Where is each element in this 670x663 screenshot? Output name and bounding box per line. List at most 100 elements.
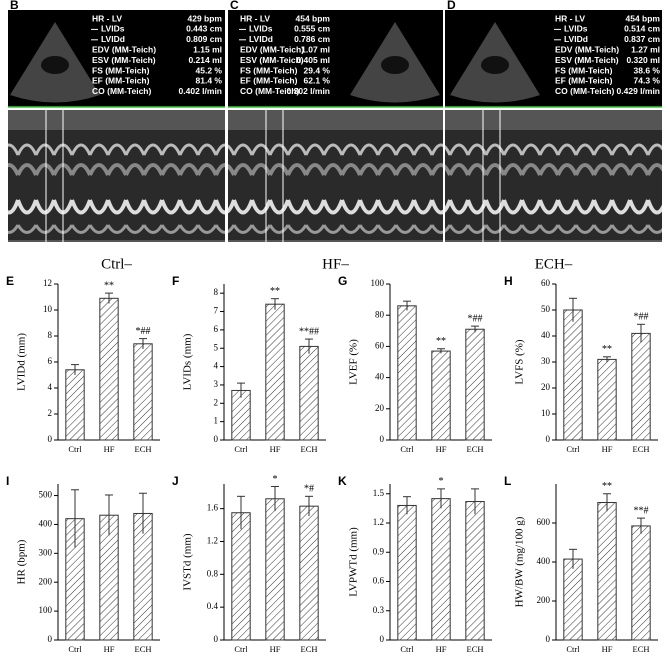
readout-name: LVIDs xyxy=(249,24,273,34)
readout-name: EDV (MM-Teich) xyxy=(555,44,619,54)
y-tick-label: 2 xyxy=(48,408,53,418)
readout-name: FS (MM-Teich) xyxy=(240,65,298,75)
echo-caption: Ctrl– xyxy=(101,256,132,272)
significance-label: * xyxy=(439,476,444,487)
readout-name: HR - LV xyxy=(240,13,270,23)
y-axis-label: LVEF (%) xyxy=(348,339,360,385)
y-tick-label: 1 xyxy=(214,416,219,426)
x-tick-label: ECH xyxy=(633,644,650,654)
readout-value: 1.15 ml xyxy=(193,44,222,54)
m-mode-image xyxy=(8,110,225,242)
panel-label: I xyxy=(6,474,9,488)
y-tick-label: 0.3 xyxy=(373,605,385,615)
y-axis-label: HW/BW (mg/100 g) xyxy=(514,516,526,607)
significance-label: ** xyxy=(602,481,612,492)
x-tick-label: ECH xyxy=(467,444,484,454)
m-mode-image xyxy=(445,110,662,242)
x-tick-label: Ctrl xyxy=(234,644,248,654)
bar xyxy=(231,389,251,441)
y-tick-label: 1.6 xyxy=(207,503,219,513)
y-tick-label: 0.4 xyxy=(207,601,219,611)
x-tick-label: Ctrl xyxy=(68,644,82,654)
readout-name: FS (MM-Teich) xyxy=(92,65,150,75)
y-axis-label: LVIDd (mm) xyxy=(16,333,28,391)
panel-label: J xyxy=(172,474,179,488)
y-tick-label: 8 xyxy=(214,287,219,297)
bar xyxy=(465,328,485,441)
y-tick-label: 80 xyxy=(375,309,385,319)
echo-chamber xyxy=(381,56,409,74)
x-tick-label: ECH xyxy=(135,644,152,654)
y-tick-label: 0.9 xyxy=(373,546,385,556)
readout-name: EF (MM-Teich) xyxy=(555,76,613,86)
y-tick-label: 3 xyxy=(214,379,219,389)
x-tick-label: HF xyxy=(436,644,447,654)
bar xyxy=(65,369,85,441)
readout-value: 62.1 % xyxy=(304,76,331,86)
readout-name: LVIDs xyxy=(564,24,588,34)
y-tick-label: 100 xyxy=(39,605,53,615)
y-tick-label: 500 xyxy=(39,490,53,500)
bar xyxy=(99,297,119,441)
bar xyxy=(563,309,583,441)
panel-label: H xyxy=(504,274,513,288)
y-tick-label: 40 xyxy=(541,330,551,340)
readout-value: 0.405 ml xyxy=(296,55,330,65)
readout-value: 0.320 ml xyxy=(626,55,660,65)
bar xyxy=(265,498,285,641)
readout-value: 454 bpm xyxy=(296,13,331,23)
y-tick-label: 0 xyxy=(214,434,219,444)
echo-chamber xyxy=(481,56,509,74)
readout-value: 81.4 % xyxy=(196,76,223,86)
y-tick-label: 1.2 xyxy=(373,517,384,527)
x-tick-label: Ctrl xyxy=(234,444,248,454)
readout-name: LVIDd xyxy=(564,34,588,44)
y-tick-label: 12 xyxy=(43,278,52,288)
y-tick-label: 0 xyxy=(380,434,385,444)
x-tick-label: HF xyxy=(602,444,613,454)
readout-name: ESV (MM-Teich) xyxy=(92,55,156,65)
y-axis-label: LVIDs (mm) xyxy=(182,333,194,390)
significance-label: *## xyxy=(468,313,483,324)
y-tick-label: 10 xyxy=(43,304,53,314)
bar xyxy=(397,305,417,441)
y-tick-label: 600 xyxy=(537,517,551,527)
readout-value: 1.27 ml xyxy=(631,44,660,54)
x-tick-label: Ctrl xyxy=(400,444,414,454)
y-tick-label: 6 xyxy=(214,324,219,334)
y-axis-label: LVFS (%) xyxy=(514,339,526,384)
bar xyxy=(563,558,583,641)
y-tick-label: 60 xyxy=(375,340,385,350)
y-tick-label: 40 xyxy=(375,372,385,382)
bar xyxy=(299,345,319,441)
readout-name: ESV (MM-Teich) xyxy=(555,55,619,65)
y-tick-label: 0 xyxy=(380,634,385,644)
y-tick-label: 300 xyxy=(39,547,53,557)
y-tick-label: 30 xyxy=(541,356,551,366)
y-tick-label: 1.5 xyxy=(373,488,385,498)
y-tick-label: 200 xyxy=(537,595,551,605)
y-tick-label: 20 xyxy=(541,382,551,392)
panel-label: E xyxy=(6,274,14,288)
bar xyxy=(631,332,651,441)
bar xyxy=(431,498,451,641)
readout-value: 45.2 % xyxy=(196,65,223,75)
x-tick-label: ECH xyxy=(301,444,318,454)
readout-value: 0.514 cm xyxy=(624,24,660,34)
echo-caption: HF– xyxy=(322,256,349,272)
y-tick-label: 1.2 xyxy=(207,536,218,546)
y-tick-label: 7 xyxy=(214,306,219,316)
readout-name: CO (MM-Teich) xyxy=(240,86,300,96)
m-mode-image xyxy=(228,110,443,242)
significance-label: * xyxy=(273,474,278,485)
readout-name: HR - LV xyxy=(555,13,585,23)
echo-chamber xyxy=(41,56,69,74)
readout-value: 454 bpm xyxy=(626,13,661,23)
x-tick-label: HF xyxy=(104,644,115,654)
y-tick-label: 100 xyxy=(371,278,385,288)
y-tick-label: 8 xyxy=(48,330,53,340)
bar xyxy=(133,343,153,441)
readout-value: 29.4 % xyxy=(304,65,331,75)
bar xyxy=(231,512,251,641)
